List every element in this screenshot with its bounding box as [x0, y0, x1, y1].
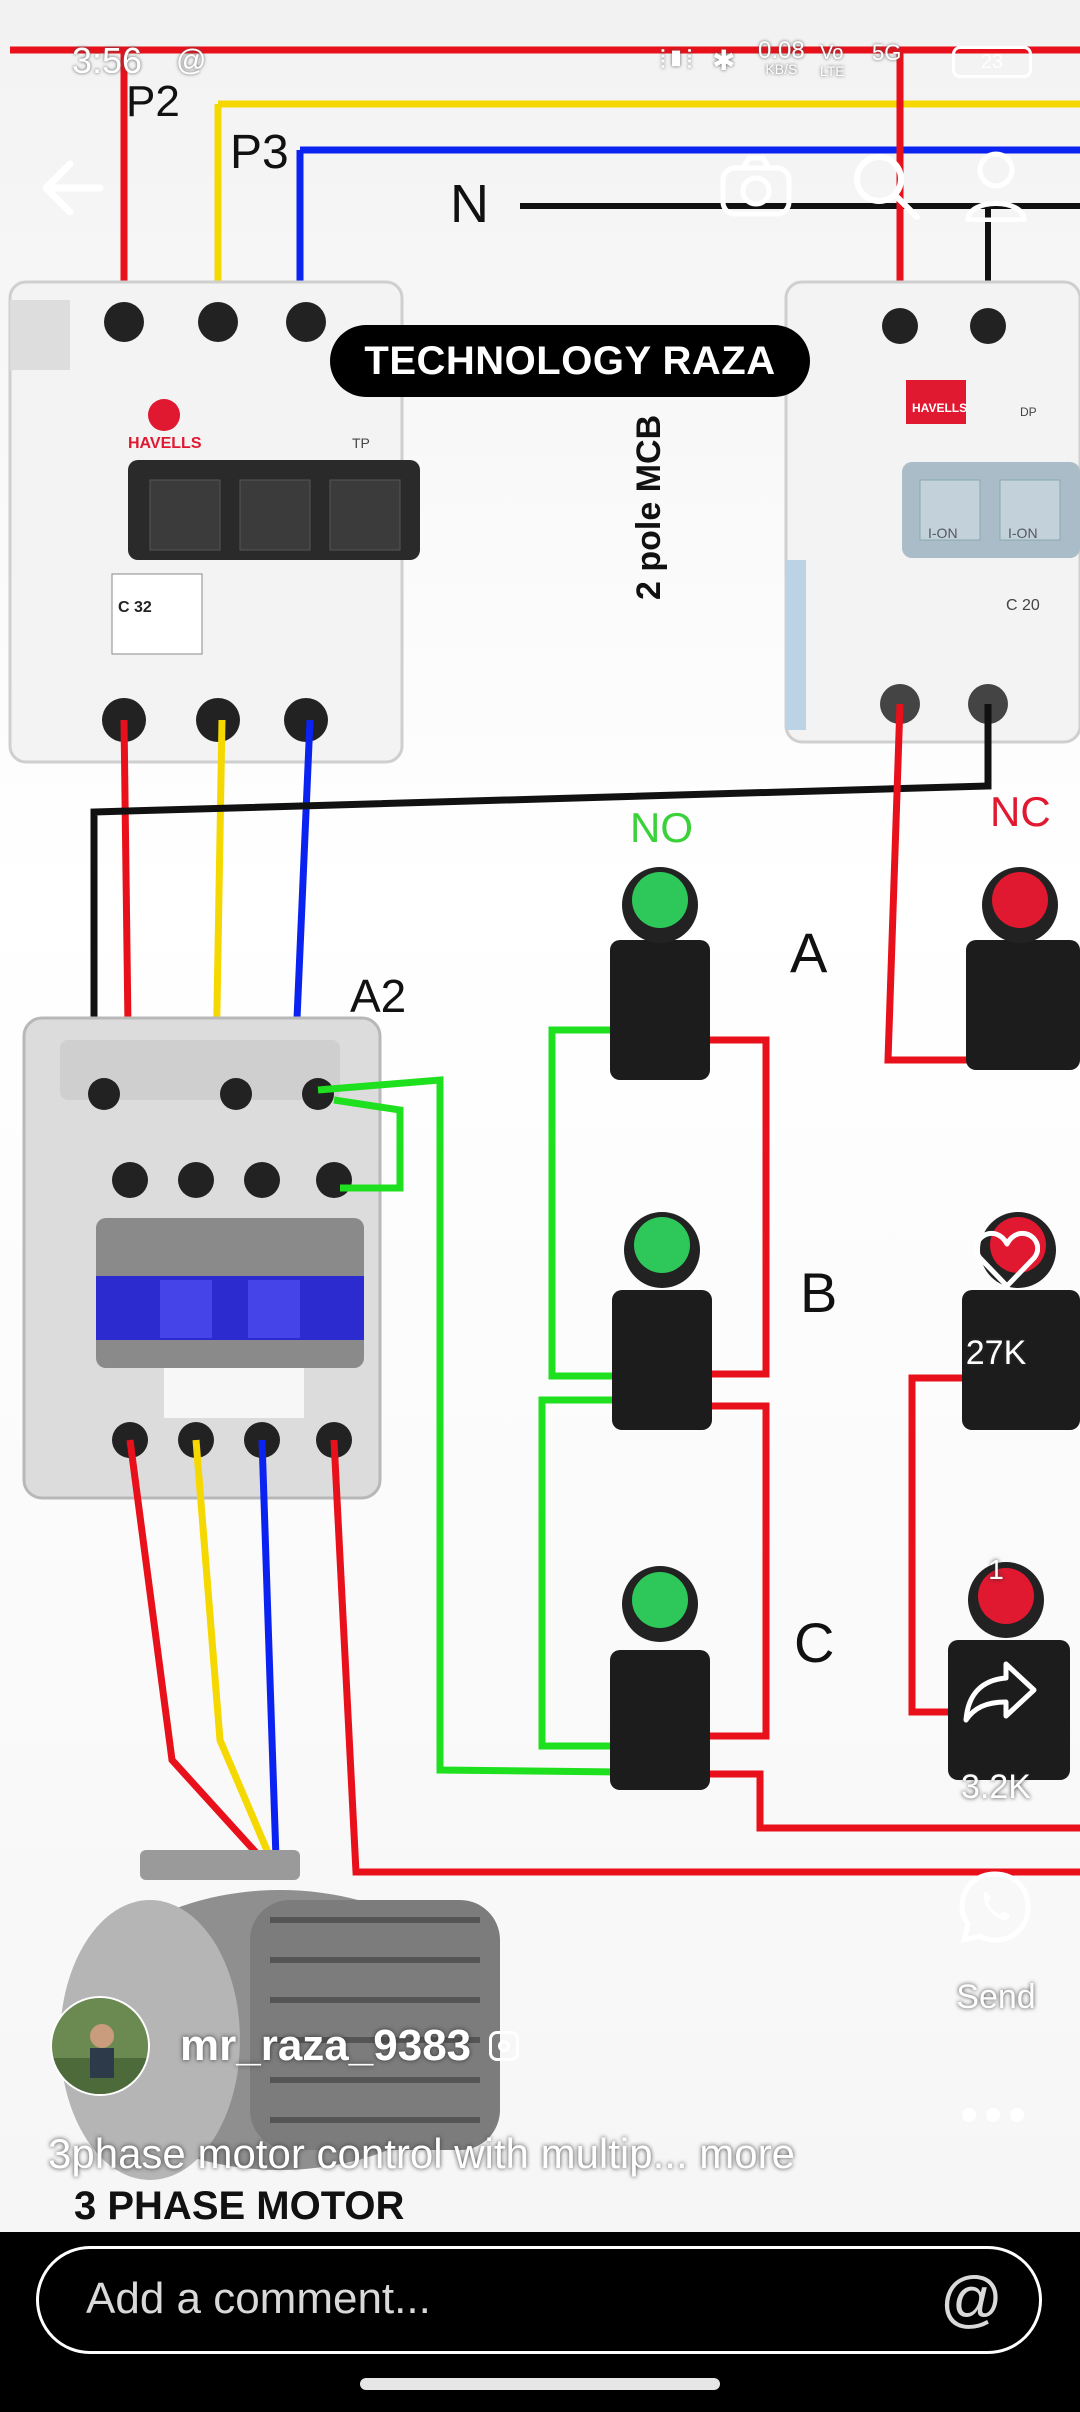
label-switch-a: A — [790, 921, 828, 984]
label-i-on-2: I-ON — [1008, 525, 1038, 541]
status-bar: 3:56 @ ⦙▮⦙ ✱ 0.08 KB/S Vo LTE 5G 23 — [0, 0, 1080, 110]
search-button[interactable] — [846, 146, 926, 226]
person-icon — [965, 151, 1027, 222]
at-icon[interactable]: @ — [940, 2265, 1003, 2334]
label-p3: P3 — [230, 126, 289, 179]
label-2-pole-mcb: 2 pole MCB — [630, 415, 668, 600]
label-brand-3p: HAVELLS — [128, 435, 202, 452]
label-p2: P2 — [126, 77, 180, 126]
more-dots-icon — [962, 2108, 1024, 2128]
label-3p-rating: C 32 — [118, 599, 152, 616]
instagram-icon — [489, 2031, 520, 2061]
label-nc: NC — [990, 788, 1051, 835]
label-2p-rating: C 20 — [1006, 597, 1040, 614]
network-type: Vo LTE — [820, 42, 845, 79]
label-dp: DP — [1020, 405, 1037, 419]
send-label: Send — [956, 1978, 1036, 2016]
heart-icon — [973, 1230, 1041, 1289]
back-button[interactable] — [32, 148, 112, 228]
three-phase-motor — [60, 1850, 500, 2180]
status-time: 3:56 — [72, 40, 143, 81]
label-n: N — [450, 174, 489, 234]
author-username[interactable]: mr_raza_9383 — [180, 2021, 472, 2070]
search-icon — [854, 154, 920, 220]
more-options-button[interactable] — [962, 2108, 1032, 2128]
battery-indicator: 23 — [952, 46, 1032, 78]
label-no: NO — [630, 804, 693, 851]
contactor — [22, 1016, 382, 1500]
like-button[interactable] — [973, 1230, 1041, 1295]
push-button-b-no — [612, 1212, 712, 1430]
share-arrow-icon — [963, 1661, 1037, 1723]
vibrate-icon: ⦙▮⦙ — [660, 44, 693, 74]
send-button[interactable] — [958, 1870, 1032, 1949]
camera-button[interactable] — [716, 146, 796, 226]
video-title-overlay: TECHNOLOGY RAZA — [330, 325, 810, 397]
comment-placeholder: Add a comment... — [86, 2274, 431, 2323]
push-button-a-no — [610, 867, 710, 1080]
camera-icon — [720, 155, 792, 217]
profile-button[interactable] — [956, 146, 1036, 226]
video-player[interactable]: P2 P3 N HAVELLS TP C 32 HAVELLS DP C 20 … — [0, 0, 1080, 2232]
label-switch-b: B — [800, 1261, 837, 1324]
share-button[interactable] — [962, 1660, 1038, 1729]
net-speed: 0.08 KB/S — [758, 37, 805, 78]
label-switch-c: C — [794, 1611, 834, 1674]
caption-more-link[interactable]: more — [699, 2130, 795, 2177]
comment-input[interactable] — [36, 2246, 1042, 2354]
like-count: 27K — [965, 1334, 1027, 1372]
comment-count-badge: 1 — [988, 1554, 1004, 1585]
arrow-left-icon — [42, 160, 104, 216]
three-pole-breaker — [8, 280, 420, 764]
push-button-a-nc — [966, 867, 1080, 1070]
post-caption[interactable]: 3phase motor control with multip... more — [48, 2130, 795, 2178]
sync-icon: @ — [176, 44, 207, 77]
whatsapp-icon — [959, 1871, 1031, 1944]
label-tp: TP — [352, 435, 370, 451]
bluetooth-icon: ✱ — [712, 45, 736, 76]
signal-5g: 5G — [872, 40, 902, 65]
share-count: 3.2K — [961, 1768, 1031, 1806]
post-author[interactable]: mr_raza_9383 — [50, 1996, 520, 2096]
label-i-on-1: I-ON — [928, 525, 958, 541]
home-indicator[interactable] — [360, 2378, 720, 2390]
motor-label: 3 PHASE MOTOR — [74, 2184, 405, 2228]
caption-text: 3phase motor control with multip... — [48, 2130, 688, 2177]
avatar[interactable] — [50, 1996, 150, 2096]
label-brand-2p: HAVELLS — [912, 401, 967, 415]
label-a2: A2 — [350, 970, 406, 1022]
two-pole-breaker — [784, 280, 1080, 744]
push-button-c-no — [610, 1566, 710, 1790]
